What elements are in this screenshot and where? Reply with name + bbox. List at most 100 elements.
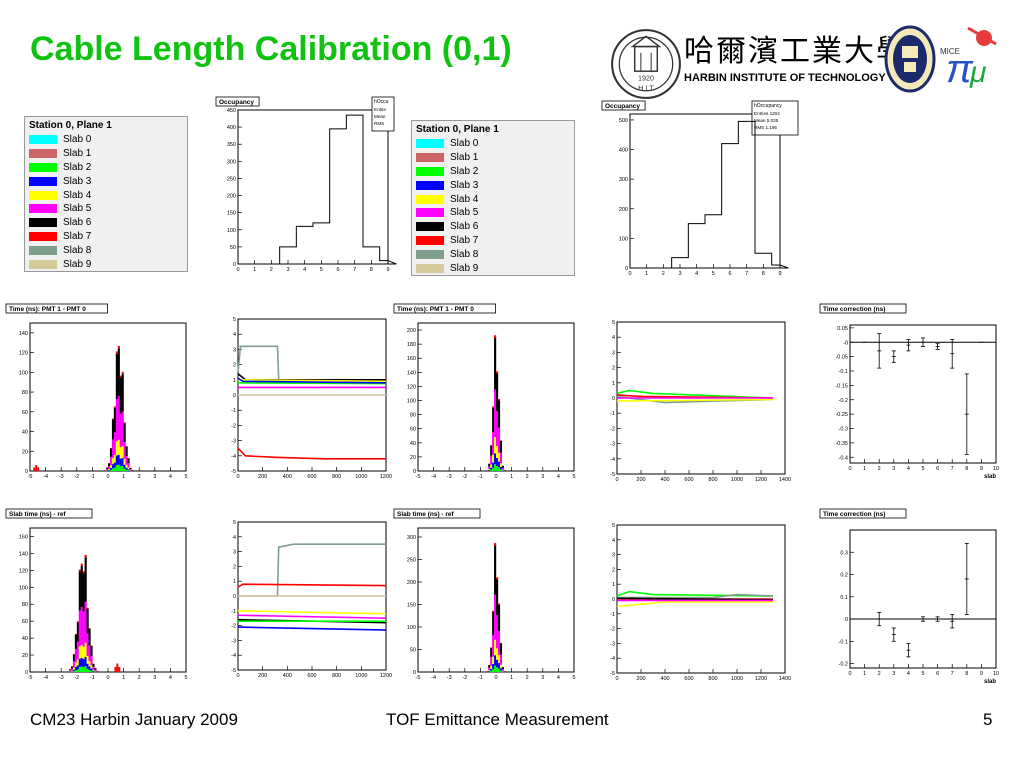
legend-swatch: [416, 180, 444, 190]
stats-box: [751, 100, 799, 136]
histogram-bar: [497, 467, 501, 471]
histogram-bar: [127, 469, 130, 471]
y-tick-label: 40: [22, 636, 28, 642]
x-tick-label: 200: [258, 474, 267, 480]
histogram-bar: [125, 456, 128, 465]
legend-swatch: [29, 176, 57, 186]
legend-left: Station 0, Plane 1 Slab 0 Slab 1 Slab 2 Sla…: [24, 116, 188, 272]
x-tick-label: 0: [615, 676, 618, 682]
chart-title: Time correction (ns): [823, 306, 885, 313]
histogram-bar: [72, 669, 76, 672]
histogram-bar: [86, 607, 89, 610]
x-tick-label: 0: [615, 477, 618, 483]
x-tick-label: 8: [965, 671, 968, 677]
x-tick-label: -4: [431, 474, 436, 480]
x-tick-label: 1200: [380, 474, 392, 480]
y-tick-label: -0.1: [839, 639, 848, 645]
histogram-bar: [488, 466, 491, 470]
histogram-bar: [72, 661, 76, 668]
y-tick-label: -3: [231, 439, 236, 445]
y-tick-label: 1: [612, 582, 615, 588]
y-tick-label: -0.2: [839, 398, 848, 404]
y-tick-label: -3: [231, 638, 236, 644]
y-tick-label: 300: [227, 159, 236, 165]
histogram-bar: [127, 463, 130, 468]
histogram-bar: [86, 655, 89, 664]
x-tick-label: 1000: [355, 673, 367, 679]
x-tick-label: 6: [728, 271, 731, 277]
chart-svg: -5 -4 -3 -2 -1 0 1 2 3 4 5 0 200 400 600 800 1000 1200 140…: [610, 523, 791, 682]
x-tick-label: 1: [863, 671, 866, 677]
slab-time-vs-event-right: -5 -4 -3 -2 -1 0 1 2 3 4 5 0 200 400 600 800 1000 1200 140…: [603, 521, 791, 685]
histogram-bar: [111, 439, 115, 458]
series-line: [616, 601, 773, 608]
x-tick-label: -2: [462, 675, 467, 681]
histogram-bar: [90, 646, 93, 657]
legend-swatch: [416, 222, 444, 232]
legend-swatch: [416, 249, 444, 259]
slide-title: Cable Length Calibration (0,1): [30, 30, 512, 68]
histogram-bar: [490, 445, 493, 456]
histogram-bar: [84, 554, 87, 558]
legend-entry: Slab 2: [412, 165, 574, 179]
x-tick-label: 10: [993, 466, 999, 472]
y-tick-label: 140: [19, 551, 28, 557]
chart-title: Occupancy: [605, 103, 640, 110]
histogram-bar: [497, 427, 501, 453]
histogram-bar: [117, 395, 120, 440]
histogram-bar: [78, 610, 81, 647]
histogram-bar: [125, 464, 128, 468]
histogram-bar: [90, 668, 93, 671]
y-tick-label: 60: [410, 427, 416, 433]
series-line: [616, 398, 774, 402]
legend-header: Station 0, Plane 1: [29, 120, 112, 131]
histogram-bar: [115, 455, 118, 466]
chart-svg: Time (ns): PMT 1 - PMT 00204060801001201…: [393, 303, 576, 480]
x-tick-label: 600: [307, 673, 316, 679]
histogram-bar: [76, 621, 79, 623]
y-tick-label: 0: [233, 262, 236, 268]
stats-title: hOccupancy: [754, 103, 782, 109]
y-tick-label: 5: [233, 520, 236, 526]
x-tick-label: 5: [184, 474, 187, 480]
x-tick-label: 3: [892, 671, 895, 677]
x-tick-label: 400: [283, 474, 292, 480]
time-vs-event-right: -5 -4 -3 -2 -1 0 1 2 3 4 5 0 200 400 600 800 1000 1200 140…: [603, 318, 791, 486]
x-tick-label: 5: [184, 675, 187, 681]
chart-svg: -5 -4 -3 -2 -1 0 1 2 3 4 5 0 200 400 600 800 1000 1200: [231, 317, 392, 480]
x-tick-label: -1: [478, 474, 483, 480]
x-tick-label: 0: [848, 466, 851, 472]
y-tick-label: 150: [407, 603, 416, 609]
histogram-bar: [84, 666, 87, 672]
legend-entry: Slab 9: [25, 257, 187, 271]
legend-entry: Slab 0: [412, 137, 574, 151]
y-tick-label: -4: [231, 454, 236, 460]
histogram-bar: [492, 611, 495, 636]
legend-swatch: [416, 208, 444, 218]
y-tick-label: 140: [19, 331, 28, 337]
legend-label: Slab 4: [450, 193, 479, 205]
histogram-bar: [80, 563, 83, 566]
x-tick-label: 800: [332, 673, 341, 679]
histogram-bar: [490, 467, 493, 470]
x-tick-label: -3: [447, 474, 452, 480]
x-tick-label: 400: [283, 673, 292, 679]
histogram-bar: [492, 407, 495, 433]
x-tick-label: 7: [353, 267, 356, 273]
histogram-step: [238, 114, 397, 265]
histogram-bar: [492, 610, 495, 612]
legend-label: Slab 6: [63, 217, 92, 229]
seal-year: 1920: [638, 74, 654, 82]
y-tick-label: 0: [612, 396, 615, 402]
histogram-bar: [92, 670, 95, 672]
legend-label: Slab 4: [63, 189, 92, 201]
histogram-bar: [499, 670, 503, 672]
plot-frame: [29, 527, 187, 673]
histogram-bar: [106, 467, 109, 469]
y-tick-label: -4: [610, 656, 615, 662]
legend-swatch: [29, 190, 57, 200]
y-tick-label: 300: [619, 177, 628, 183]
x-tick-label: 800: [332, 474, 341, 480]
y-tick-label: 3: [233, 550, 236, 556]
histogram-bar: [82, 571, 85, 574]
